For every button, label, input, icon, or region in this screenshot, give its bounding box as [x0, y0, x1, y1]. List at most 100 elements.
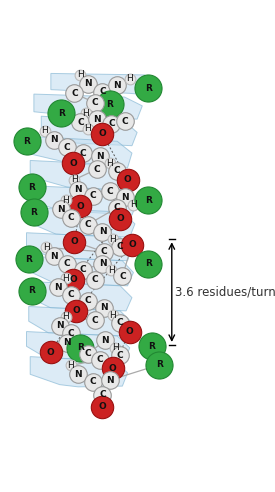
Text: H: H — [126, 74, 133, 83]
Point — [128, 328, 132, 336]
Text: O: O — [99, 129, 106, 138]
Point — [86, 221, 90, 229]
Text: O: O — [109, 364, 117, 373]
Point — [108, 376, 112, 384]
Point — [86, 297, 90, 305]
Text: N: N — [50, 252, 57, 261]
Point — [24, 137, 29, 145]
Text: R: R — [145, 196, 152, 205]
Text: C: C — [67, 329, 74, 338]
Point — [157, 361, 161, 369]
Point — [56, 283, 60, 291]
Text: O: O — [47, 348, 55, 357]
Point — [100, 228, 105, 236]
Text: H: H — [62, 312, 69, 321]
Text: C: C — [67, 290, 74, 299]
Point — [118, 351, 122, 359]
Point — [68, 291, 73, 299]
Point — [150, 342, 154, 350]
Text: R: R — [145, 259, 152, 268]
Point — [59, 205, 63, 213]
Text: N: N — [106, 376, 114, 385]
Polygon shape — [30, 160, 133, 191]
Polygon shape — [41, 116, 137, 146]
Point — [64, 196, 68, 204]
Point — [86, 80, 90, 88]
Point — [74, 307, 78, 315]
Point — [26, 255, 31, 263]
Text: H: H — [108, 266, 115, 275]
Text: R: R — [28, 183, 35, 191]
Point — [108, 187, 112, 195]
Point — [64, 275, 68, 282]
Text: C: C — [77, 118, 84, 126]
Text: C: C — [117, 351, 123, 360]
Text: C: C — [84, 220, 91, 229]
Point — [72, 176, 77, 184]
Text: H: H — [82, 109, 89, 118]
Point — [78, 118, 82, 126]
Text: C: C — [90, 377, 96, 386]
Text: R: R — [156, 360, 163, 369]
Text: H: H — [130, 200, 137, 209]
Text: C: C — [92, 316, 98, 325]
Text: H: H — [109, 311, 116, 320]
Point — [100, 130, 105, 138]
Point — [86, 125, 90, 133]
Text: O: O — [71, 237, 78, 246]
Point — [72, 238, 77, 246]
Text: O: O — [76, 202, 84, 211]
Point — [68, 214, 73, 222]
Text: 3.6 residues/turn: 3.6 residues/turn — [175, 285, 275, 299]
Point — [72, 90, 77, 97]
Point — [65, 260, 69, 268]
Text: C: C — [121, 117, 128, 126]
Point — [125, 176, 130, 184]
Point — [111, 365, 115, 372]
Text: C: C — [114, 203, 120, 212]
Text: R: R — [25, 255, 32, 264]
Text: O: O — [69, 159, 77, 168]
Text: R: R — [28, 286, 35, 296]
Point — [102, 304, 106, 312]
Text: H: H — [71, 175, 78, 184]
Text: N: N — [113, 81, 121, 90]
Point — [115, 167, 119, 175]
Point — [44, 244, 49, 251]
Point — [146, 84, 150, 92]
Text: O: O — [124, 175, 131, 184]
Text: C: C — [99, 88, 106, 96]
Text: C: C — [92, 98, 98, 107]
Point — [68, 362, 73, 369]
Text: H: H — [77, 70, 84, 79]
Point — [32, 208, 36, 216]
Point — [81, 149, 86, 157]
Point — [91, 192, 95, 200]
Point — [65, 338, 69, 346]
Point — [131, 201, 136, 209]
Point — [100, 260, 105, 268]
Point — [120, 272, 125, 280]
Point — [78, 344, 82, 352]
Point — [76, 186, 80, 194]
Point — [102, 248, 106, 256]
Point — [115, 81, 119, 89]
Point — [29, 183, 34, 191]
Point — [108, 100, 112, 108]
Text: C: C — [97, 355, 104, 364]
Text: C: C — [80, 149, 87, 157]
Point — [128, 75, 132, 83]
Text: R: R — [58, 109, 65, 118]
Text: N: N — [54, 283, 62, 292]
Point — [146, 260, 150, 268]
Text: H: H — [42, 126, 48, 135]
Text: N: N — [50, 135, 57, 144]
Point — [91, 378, 95, 386]
Point — [57, 322, 62, 330]
Point — [118, 243, 122, 250]
Point — [93, 99, 97, 107]
Polygon shape — [26, 136, 132, 168]
Point — [98, 152, 103, 160]
Text: N: N — [63, 338, 71, 347]
Text: O: O — [126, 327, 134, 336]
